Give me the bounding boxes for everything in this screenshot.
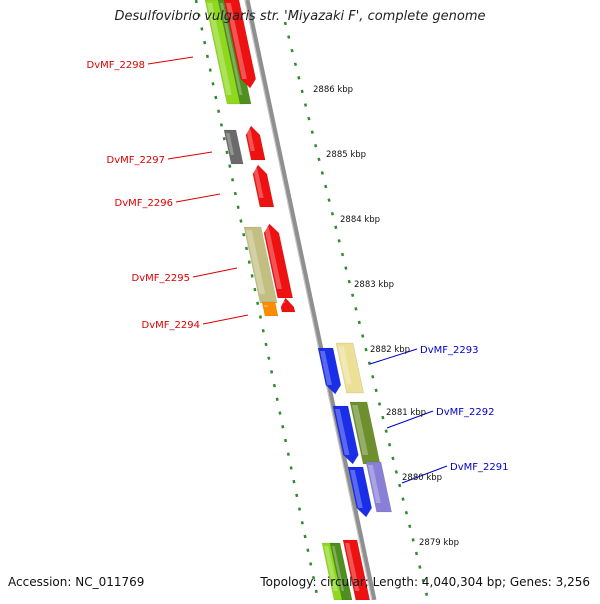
genome-title: Desulfovibrio vulgaris str. 'Miyazaki F'…	[114, 9, 486, 24]
gene-bar-2291-blue	[347, 466, 372, 518]
gene-label-dvmf_2298: DvMF_2298	[87, 60, 145, 71]
gene-label-dvmf_2291: DvMF_2291	[450, 462, 508, 473]
gene-bar-2293-blue	[317, 347, 342, 395]
inner-track-dotted-line	[194, 0, 320, 601]
gene-label-dvmf_2297: DvMF_2297	[107, 155, 165, 166]
leader-dvmf_2296	[175, 193, 221, 203]
tick-label-2886-kbp: 2886 kbp	[313, 85, 353, 95]
gene-bar-2294-red	[280, 297, 296, 313]
tick-label-2880-kbp: 2880 kbp	[402, 473, 442, 483]
leader-dvmf_2293	[369, 348, 418, 365]
gene-bar-2298-lime-shade	[207, 3, 232, 95]
gene-label-dvmf_2296: DvMF_2296	[115, 198, 173, 209]
gene-bar-2298-red-shade	[226, 3, 247, 79]
label-leaders	[147, 56, 448, 484]
tick-label-2883-kbp: 2883 kbp	[354, 280, 394, 290]
tick-label-2885-kbp: 2885 kbp	[326, 150, 366, 160]
tick-label-2882-kbp: 2882 kbp	[370, 345, 410, 355]
gene-label-dvmf_2292: DvMF_2292	[436, 407, 494, 418]
gene-bar-2291-purple	[365, 461, 392, 513]
gene-label-dvmf_2294: DvMF_2294	[142, 320, 200, 331]
gene-bar-2293-blue-shade	[320, 351, 332, 385]
leader-dvmf_2291	[401, 465, 448, 484]
gene-bar-2292-blue	[332, 405, 359, 465]
gene-bar-2298-green-shade	[220, 3, 243, 95]
gene-bar-bottom-green-shade	[332, 546, 345, 591]
gene-bar-2293-yellow	[335, 342, 364, 394]
gene-bar-2297-red-shade	[246, 129, 255, 151]
labels: 2886 kbp 2885 kbp 2884 kbp 2883 kbp 2882 kbp…	[87, 60, 509, 548]
gene-bar-2292-olive-shade	[352, 405, 369, 455]
tick-label-2879-kbp: 2879 kbp	[419, 538, 459, 548]
tick-label-2884-kbp: 2884 kbp	[340, 215, 380, 225]
gene-label-dvmf_2295: DvMF_2295	[132, 273, 190, 284]
gene-bar-2292-blue-shade	[335, 409, 350, 455]
gene-bar-2293-yellow-shade	[338, 346, 352, 384]
tick-label-2881-kbp: 2881 kbp	[386, 408, 426, 418]
genome-backbone	[244, 0, 377, 601]
gene-bar-2294-orange-shade	[264, 305, 269, 307]
gene-bar-2298-red	[223, 0, 257, 89]
gene-bar-2295-khaki-shade	[246, 230, 266, 294]
outer-track-dotted-line	[283, 21, 430, 601]
gene-bar-2295-red-shade	[264, 227, 282, 289]
leader-dvmf_2298	[147, 56, 194, 65]
gene-bar-2295-red	[263, 223, 293, 299]
gene-bar-2297-gray	[223, 129, 244, 165]
leader-dvmf_2294	[202, 314, 249, 325]
gene-bar-2294-red-shade	[281, 301, 286, 303]
gene-bar-bottom-red-shade	[345, 543, 360, 591]
gene-bar-2291-purple-shade	[368, 465, 381, 503]
gene-bar-2296-red-shade	[253, 168, 264, 198]
gene-bar-2297-gray-shade	[226, 133, 235, 155]
gene-label-dvmf_2293: DvMF_2293	[420, 345, 478, 356]
leader-dvmf_2292	[386, 410, 434, 429]
leader-dvmf_2297	[167, 151, 213, 160]
gene-bar-bottom-lime-shade	[324, 546, 338, 591]
gene-bar-2294-orange	[261, 301, 279, 317]
genome-backbone-highlight	[244, 0, 373, 601]
accession-text: Accession: NC_011769	[8, 575, 145, 589]
gene-features	[204, 0, 392, 601]
leader-dvmf_2295	[192, 267, 238, 278]
genome-summary-text: Topology: circular; Length: 4,040,304 bp…	[260, 575, 590, 589]
gene-bar-2291-blue-shade	[350, 470, 363, 508]
gene-bar-2296-red	[252, 164, 275, 208]
gene-bar-2295-khaki	[243, 226, 278, 304]
gene-bar-2297-red	[245, 125, 266, 161]
